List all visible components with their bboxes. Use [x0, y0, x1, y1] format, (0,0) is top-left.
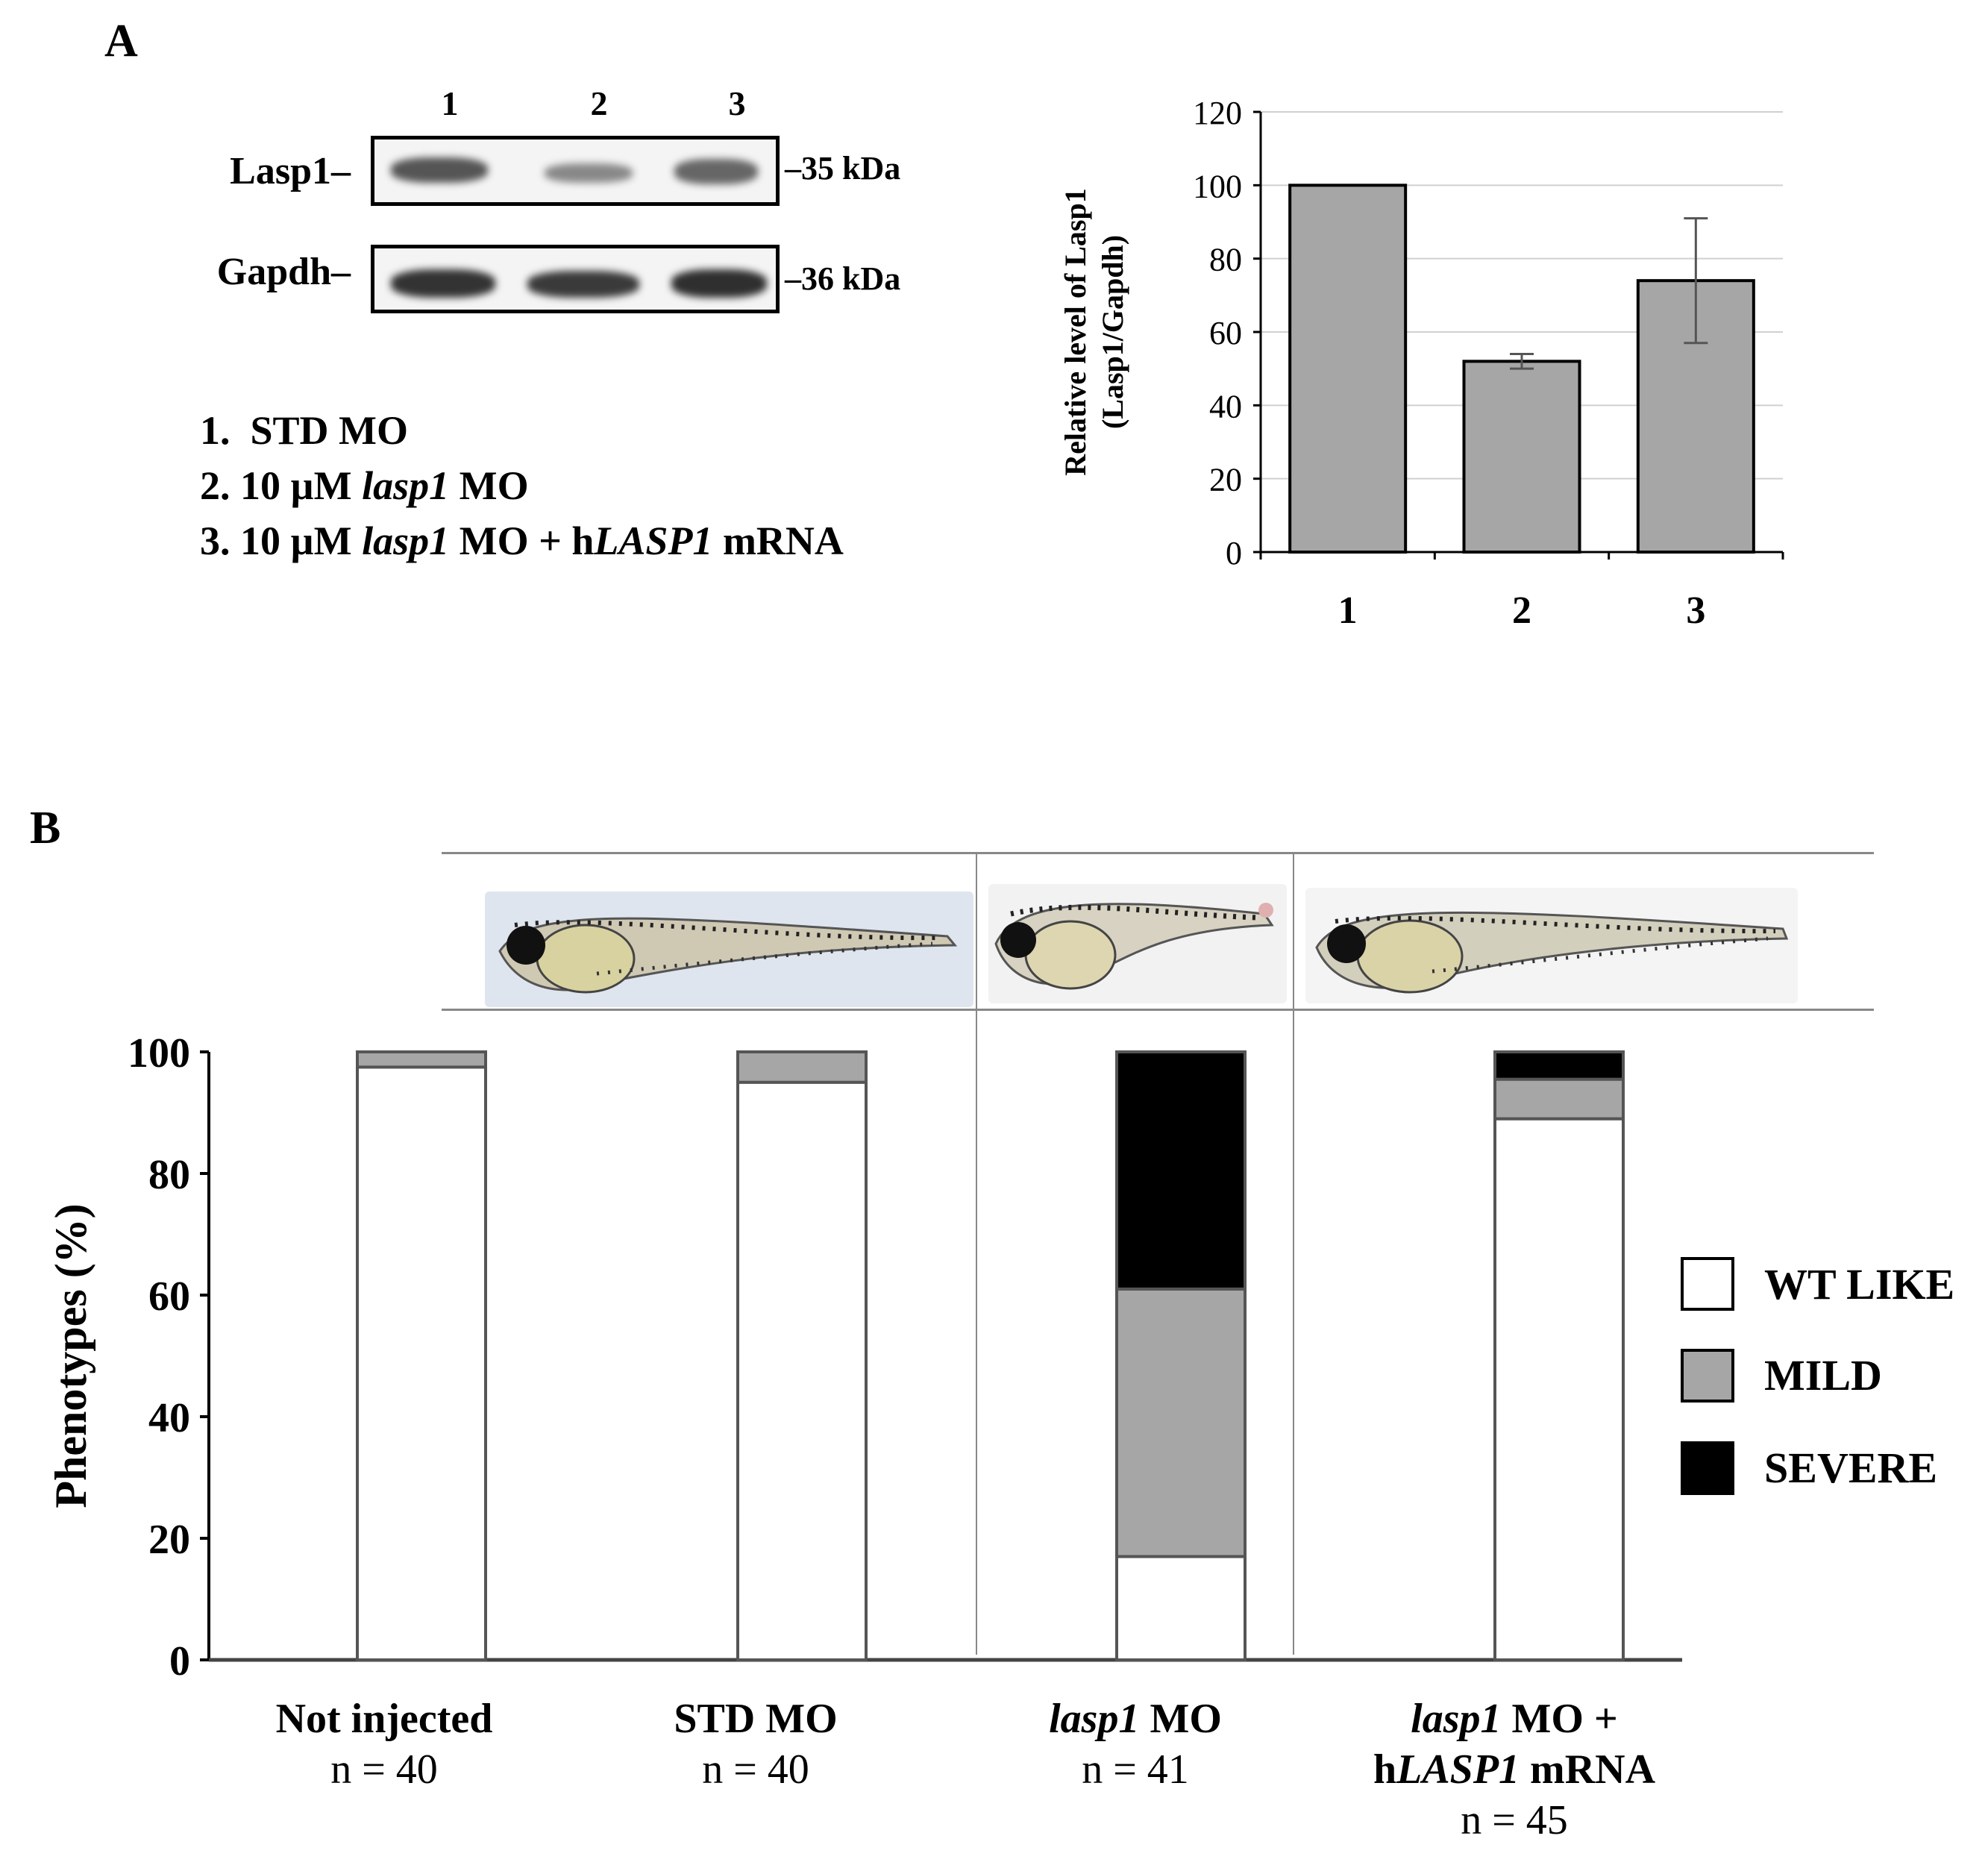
embryo-photo-lasp1-mo: [988, 884, 1287, 1003]
legend-item-2: 2. 10 µM lasp1 MO: [200, 463, 529, 508]
embryo-image-lasp1-mo: [994, 903, 1274, 990]
lane-number-3: 3: [728, 84, 746, 122]
band-lasp1-lane3: [674, 159, 758, 184]
category-label-std-mo: STD MO n = 40: [674, 1696, 838, 1793]
bar-b-3-wt-like: [1493, 1117, 1625, 1661]
ytick-label-a-2: 40: [1209, 388, 1242, 424]
bar-b-1-wt-like: [736, 1080, 868, 1661]
western-blot-gapdh: [371, 245, 780, 313]
embryo-image-std-mo: [498, 917, 958, 994]
divider-line-2: [1293, 852, 1294, 1655]
marker-35kda: –35 kDa: [785, 150, 901, 187]
ytick-label-b-0: 0: [169, 1638, 190, 1685]
panel-a-legend: 1. STD MO 2. 10 µM lasp1 MO 3. 10 µM las…: [200, 403, 844, 568]
band-gapdh-lane1: [391, 269, 495, 298]
ytick-label-a-0: 0: [1226, 535, 1242, 571]
panel-a-label: A: [104, 16, 138, 66]
lane-number-1: 1: [441, 84, 459, 122]
lasp1-level-bar-chart: 0 20 40 60 80 100 120 1 2 3 Relative level of Lasp…: [1059, 95, 1784, 632]
band-lasp1-lane2: [545, 163, 633, 183]
category-label-rescue: lasp1 MO + hLASP1 mRNA n = 45: [1373, 1696, 1656, 1843]
panel-b-label: B: [30, 803, 61, 853]
legend-swatch-severe: [1681, 1441, 1734, 1495]
bar-b-1-mild: [736, 1050, 868, 1084]
band-gapdh-lane2: [527, 271, 639, 298]
category-label-not-injected: Not injected n = 40: [275, 1696, 493, 1793]
bar-b-2-severe: [1115, 1050, 1247, 1291]
band-lasp1-lane1: [391, 157, 488, 183]
blot-protein-lasp1: Lasp1–: [230, 150, 351, 192]
legend-item-3: 3. 10 µM lasp1 MO + hLASP1 mRNA: [200, 518, 844, 563]
photo-strip-top-line: [442, 852, 1874, 854]
bar-a-2: [1462, 360, 1581, 554]
bar-b-2-wt-like: [1115, 1555, 1247, 1662]
legend-swatch-mild: [1681, 1349, 1734, 1403]
ytick-label-a-6: 120: [1193, 95, 1242, 131]
ytick-label-b-2: 40: [148, 1395, 190, 1441]
western-blot-lasp1: [371, 136, 780, 206]
legend-label-mild: MILD: [1764, 1351, 1882, 1400]
ytick-label-a-1: 20: [1209, 462, 1242, 498]
bar-b-3-mild: [1493, 1077, 1625, 1121]
xtick-label-a-1: 1: [1338, 589, 1358, 632]
embryo-photo-std-mo: [485, 891, 973, 1007]
ytick-label-b-4: 80: [148, 1152, 190, 1198]
bar-b-0-wt-like: [356, 1065, 487, 1661]
legend-item-1: 1. STD MO: [200, 408, 409, 453]
ytick-label-a-5: 100: [1193, 168, 1242, 204]
bar-b-3-severe: [1493, 1050, 1625, 1081]
band-gapdh-lane3: [671, 269, 767, 298]
phenotype-stacked-bar-chart: 0 20 40 60 80 100 Phenotypes (%): [46, 1030, 1682, 1685]
blot-protein-gapdh: Gapdh–: [216, 251, 351, 293]
bar-a-1: [1288, 184, 1408, 554]
lane-number-2: 2: [590, 84, 608, 122]
ytick-label-b-1: 20: [148, 1517, 190, 1563]
divider-line-1: [976, 852, 977, 1655]
xtick-label-a-3: 3: [1686, 589, 1705, 632]
ytick-label-a-3: 60: [1209, 315, 1242, 351]
legend-swatch-wt-like: [1681, 1257, 1734, 1311]
legend-label-wt-like: WT LIKE: [1764, 1260, 1955, 1309]
embryo-image-rescue: [1315, 911, 1789, 994]
ytick-label-b-5: 100: [128, 1030, 190, 1077]
legend-label-severe: SEVERE: [1764, 1444, 1938, 1492]
ytick-label-b-3: 60: [148, 1273, 190, 1320]
bar-b-0-mild: [356, 1050, 487, 1069]
y-axis-label-b: Phenotypes (%): [46, 1203, 95, 1508]
ytick-label-a-4: 80: [1209, 242, 1242, 278]
marker-36kda: –36 kDa: [785, 260, 901, 297]
y-axis-label-a: Relative level of Lasp1 (Lasp1/Gapdh): [1059, 188, 1129, 476]
category-label-lasp1-mo: lasp1 MO n = 41: [1049, 1696, 1222, 1793]
photo-strip-bottom-line: [442, 1009, 1874, 1011]
bar-b-2-mild: [1115, 1287, 1247, 1558]
xtick-label-a-2: 2: [1512, 589, 1531, 632]
embryo-photo-rescue: [1305, 888, 1798, 1003]
